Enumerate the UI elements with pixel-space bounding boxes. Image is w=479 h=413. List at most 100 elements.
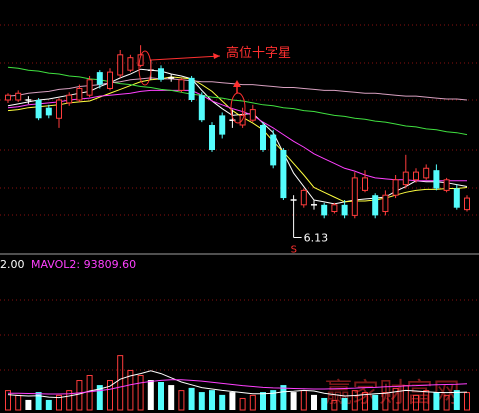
volume-bar bbox=[127, 369, 134, 411]
candle-body bbox=[372, 195, 379, 216]
candle-body bbox=[260, 125, 266, 150]
volume-bar bbox=[198, 392, 205, 410]
candle-body bbox=[137, 54, 144, 66]
volume-bar bbox=[280, 385, 287, 410]
candle-body bbox=[178, 79, 185, 91]
volume-bar bbox=[86, 375, 93, 411]
candle-body bbox=[15, 92, 22, 101]
candle-body bbox=[362, 177, 368, 191]
candle-body bbox=[464, 197, 470, 211]
annotation-line bbox=[150, 55, 221, 61]
annotations: 高位十字星 bbox=[138, 45, 291, 124]
candle-body bbox=[321, 204, 328, 216]
volume-bar bbox=[168, 385, 175, 410]
volume-bar bbox=[443, 394, 450, 411]
candle-body bbox=[402, 171, 409, 186]
candle-body bbox=[413, 171, 419, 181]
candle-body bbox=[392, 179, 399, 196]
candle-body bbox=[351, 177, 358, 216]
volume-bar bbox=[351, 390, 358, 411]
volume-panel bbox=[5, 355, 470, 411]
candle-body bbox=[5, 94, 11, 101]
candle-body bbox=[117, 54, 124, 76]
volume-bar bbox=[290, 392, 297, 410]
volume-bar bbox=[423, 390, 430, 411]
arrow-head bbox=[233, 80, 241, 87]
candle-body bbox=[66, 94, 73, 104]
volume-bar bbox=[56, 394, 62, 411]
volume-bar bbox=[331, 399, 338, 411]
signal-marker: S bbox=[291, 245, 297, 256]
volume-bar bbox=[76, 380, 83, 411]
candle-body bbox=[443, 179, 450, 191]
volume-bar bbox=[311, 394, 317, 410]
candle-body bbox=[219, 115, 226, 135]
ma-line bbox=[7, 89, 467, 182]
volume-bar bbox=[209, 390, 215, 410]
candle-body bbox=[331, 204, 338, 213]
volume-bar bbox=[239, 397, 246, 411]
volume-bar bbox=[35, 392, 42, 410]
volume-label: 2.00 bbox=[0, 258, 25, 271]
candle-body bbox=[382, 194, 389, 213]
volume-bar bbox=[147, 380, 154, 410]
candle-body bbox=[280, 150, 287, 199]
price-panel: 6.13 S bbox=[5, 45, 470, 256]
volume-bar bbox=[392, 387, 399, 411]
candle-body bbox=[341, 204, 348, 216]
candle-body bbox=[433, 170, 440, 189]
volume-bar bbox=[260, 392, 266, 410]
candle-body bbox=[56, 99, 62, 119]
volume-bar bbox=[270, 390, 277, 410]
candle-body bbox=[107, 71, 113, 89]
ma-line bbox=[7, 68, 468, 205]
volume-bar bbox=[433, 392, 440, 410]
candle-body bbox=[209, 125, 215, 150]
candle-body bbox=[76, 87, 83, 101]
volume-bar bbox=[321, 397, 328, 410]
volume-bar bbox=[382, 392, 389, 411]
candle-body bbox=[188, 77, 195, 100]
arrow-head bbox=[213, 53, 220, 59]
candle-body bbox=[249, 109, 256, 121]
candle-body bbox=[127, 57, 134, 71]
volume-bar bbox=[178, 390, 185, 411]
volume-bar bbox=[341, 397, 348, 410]
volume-bar bbox=[5, 390, 11, 411]
candle-body bbox=[35, 100, 42, 119]
volume-bar bbox=[219, 394, 226, 410]
candle-body bbox=[96, 72, 103, 85]
candle-body bbox=[86, 79, 93, 96]
highlight-ellipse bbox=[230, 92, 246, 124]
candle-body bbox=[270, 134, 277, 166]
candle-body bbox=[423, 167, 430, 179]
ma-line bbox=[7, 76, 468, 203]
volume-bar bbox=[188, 387, 195, 410]
volume-label: MAVOL2: 93809.60 bbox=[31, 258, 136, 271]
volume-bar bbox=[229, 392, 236, 410]
volume-bar bbox=[107, 380, 113, 411]
volume-bar bbox=[25, 399, 32, 410]
volume-bar bbox=[66, 390, 73, 411]
volume-bar bbox=[45, 399, 52, 410]
volume-bar bbox=[453, 390, 460, 410]
volume-bar bbox=[137, 375, 144, 411]
highlight-ellipse bbox=[138, 50, 152, 86]
ma-line bbox=[7, 66, 468, 136]
grid bbox=[0, 24, 479, 371]
low-price-label: 6.13 bbox=[304, 232, 329, 245]
volume-bar bbox=[413, 394, 419, 411]
volume-bar bbox=[372, 394, 379, 410]
candle-body bbox=[45, 107, 52, 116]
volume-bar bbox=[158, 382, 164, 410]
candle-body bbox=[198, 95, 205, 121]
candle-body bbox=[158, 68, 164, 80]
volume-ma-line bbox=[8, 379, 468, 395]
volume-bar bbox=[117, 355, 124, 411]
candle-body bbox=[300, 189, 307, 206]
annotation-label: 高位十字星 bbox=[226, 45, 291, 61]
volume-bar bbox=[249, 394, 256, 411]
